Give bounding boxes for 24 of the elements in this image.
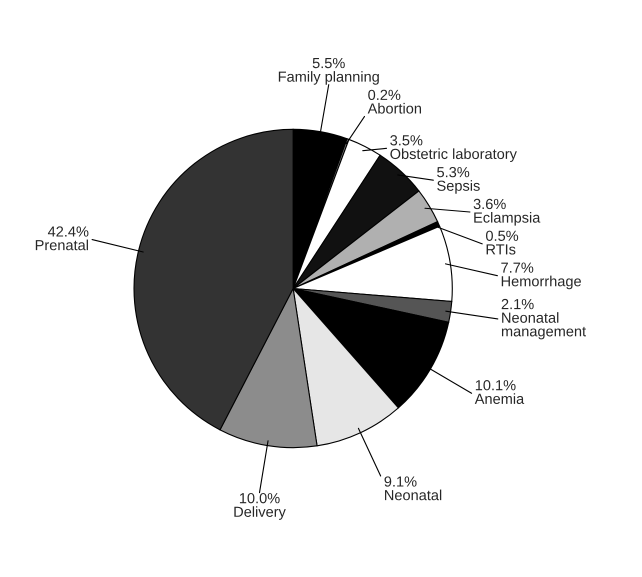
slice-label: Obstetric laboratory <box>390 148 517 162</box>
slice-label: Neonatal <box>385 490 442 500</box>
slice-label: Abortion <box>368 102 422 114</box>
data-label: 9.1% <box>384 476 417 487</box>
slice-label: Eclampsia <box>474 212 540 226</box>
data-label: 2.1% <box>502 298 534 310</box>
data-label: 7.7% <box>501 262 534 273</box>
data-label: 0.5% <box>486 230 518 241</box>
data-label: 3.6% <box>474 198 506 210</box>
slice-label: Family planning <box>278 71 379 85</box>
data-label: 10.0% <box>240 493 280 504</box>
data-label: 42.4% <box>48 226 88 237</box>
data-label: 5.5% <box>312 58 345 68</box>
data-label: 10.1% <box>476 380 516 390</box>
data-label: 5.3% <box>437 166 470 178</box>
slice-label: Delivery <box>234 506 286 520</box>
slice-label: Anemia <box>474 393 524 404</box>
data-label: 3.5% <box>390 135 422 146</box>
slice-label: Hemorrhage <box>502 276 581 290</box>
slice-label: Prenatal <box>36 240 88 250</box>
slice-label: Neonatal management <box>502 312 586 340</box>
data-label: 0.2% <box>368 90 400 100</box>
slice-label: RTIs <box>486 244 516 255</box>
slice-label: Sepsis <box>437 180 480 194</box>
